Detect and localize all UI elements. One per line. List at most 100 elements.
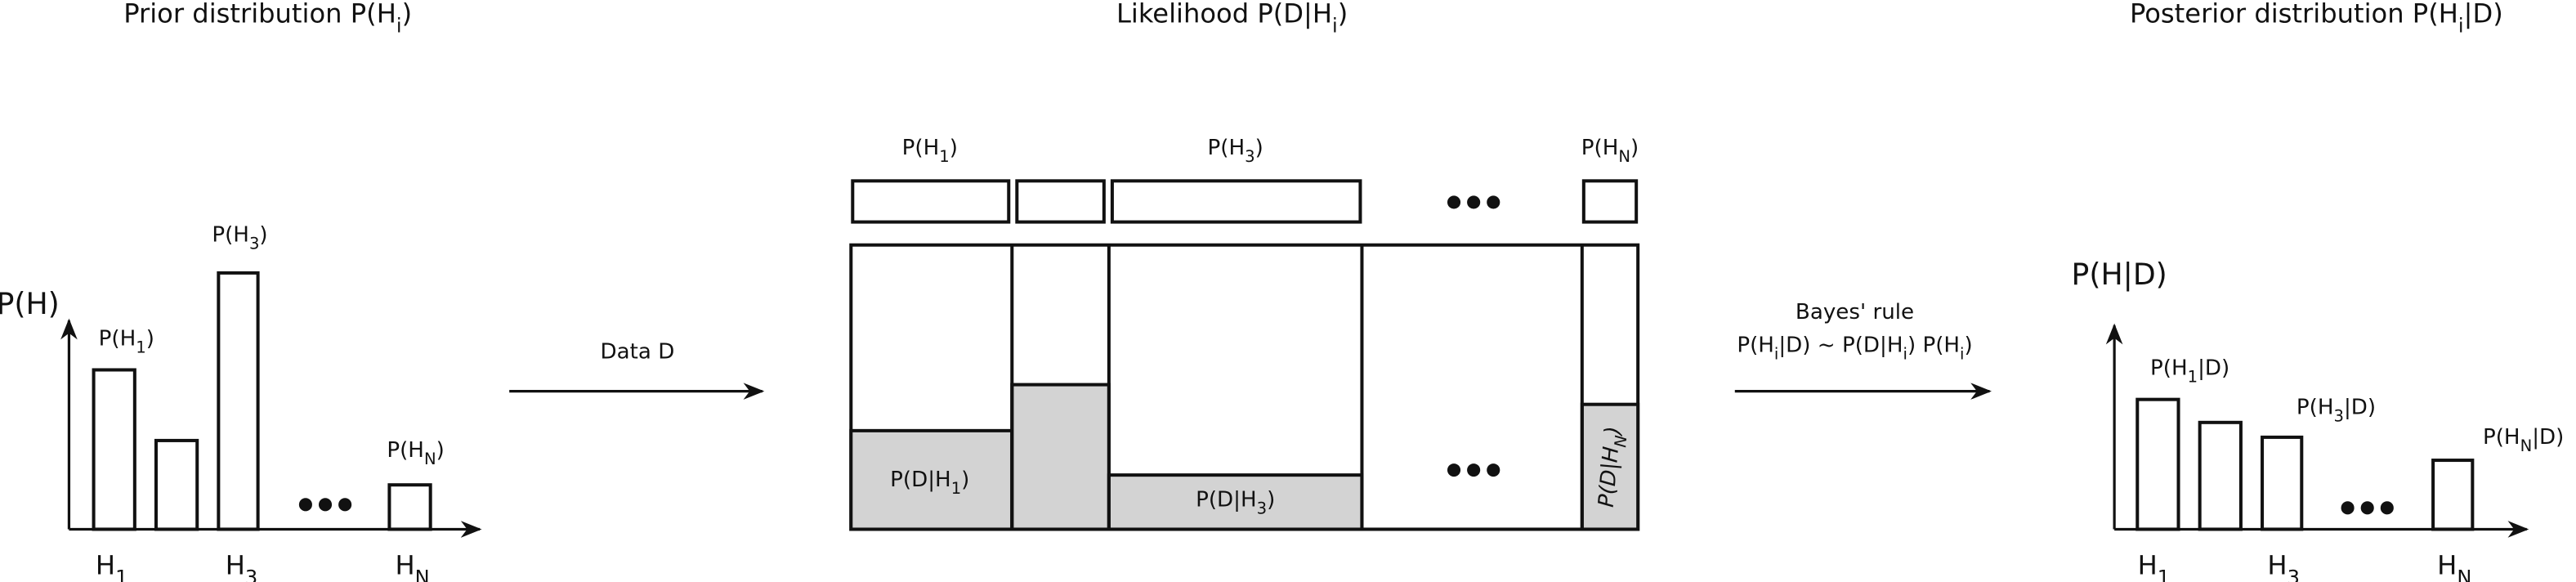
ellipsis (1447, 463, 1500, 477)
dot (1447, 463, 1461, 477)
bar-label: P(H1) (99, 326, 154, 357)
prior-bar (92, 368, 136, 531)
subscript: N (424, 450, 436, 468)
arrow-label: Data D (601, 339, 675, 364)
dot (1467, 463, 1481, 477)
dot (2380, 501, 2394, 515)
subscript: i (396, 14, 402, 37)
x-label: H3 (2267, 550, 2300, 582)
subscript: 1 (136, 338, 145, 356)
subscript: 3 (245, 566, 257, 582)
x-label: H1 (2138, 550, 2171, 582)
subscript: 1 (951, 479, 961, 498)
text-part: ) (1630, 136, 1639, 160)
text-part: P(H (2296, 395, 2334, 419)
text-part: H (395, 550, 414, 581)
ellipsis (2341, 501, 2394, 515)
dot (2360, 501, 2374, 515)
prior-box (1581, 179, 1639, 224)
bar-label: P(H3) (212, 222, 267, 253)
subscript: N (2520, 437, 2533, 455)
likelihood-fill (1010, 383, 1111, 531)
column-label: P(HN) (1581, 136, 1639, 167)
posterior-bar (2198, 420, 2243, 531)
prior-box (1110, 179, 1362, 224)
bar-label: P(HN) (387, 437, 444, 468)
text-part: Posterior distribution P(H (2130, 0, 2458, 29)
subscript: i (1960, 344, 1964, 363)
text-part: P(H (1581, 136, 1619, 160)
column-label: P(H1) (902, 136, 958, 167)
dot (2341, 501, 2355, 515)
subscript: i (1332, 14, 1338, 37)
bar-label: P(HN|D) (2483, 424, 2564, 455)
text-part: ) (1255, 136, 1263, 160)
text-part: H (2138, 550, 2158, 581)
x-label: H3 (226, 550, 258, 582)
text-part: ) P(H (1907, 333, 1960, 357)
text-part: H (226, 550, 245, 581)
column-label: P(H3) (1208, 136, 1263, 167)
subscript: i (2458, 14, 2464, 37)
posterior-title: Posterior distribution P(Hi|D) (2130, 0, 2503, 37)
text-part: Likelihood P(D|H (1116, 0, 1332, 29)
text-part: |D) (2532, 424, 2564, 449)
subscript: 1 (939, 147, 949, 166)
text-part: ) (436, 437, 445, 462)
likelihood-fill (1107, 473, 1364, 531)
subscript: 3 (2288, 566, 2300, 582)
arrow-label: P(Hi|D) ~ P(D|Hi) P(Hi) (1737, 333, 1972, 364)
arrow-label: Bayes' rule (1796, 300, 1914, 325)
subscript: 1 (115, 566, 127, 582)
subscript: 3 (1245, 147, 1254, 166)
text-part: ) (146, 326, 154, 351)
text-part: P(H) (0, 286, 60, 321)
subscript: 3 (249, 235, 259, 253)
prior-axis-label: P(H) (0, 286, 60, 321)
prior-title: Prior distribution P(Hi) (123, 0, 412, 37)
dot (1447, 195, 1461, 209)
dot (318, 498, 333, 512)
prior-bar (387, 483, 432, 531)
text-part: Data D (601, 339, 675, 364)
dot (1487, 463, 1500, 477)
text-part: |D) (2344, 395, 2376, 419)
text-part: ) (402, 0, 413, 29)
subscript: N (1611, 434, 1630, 448)
text-part: P(H (1737, 333, 1774, 357)
text-part: P(H (1208, 136, 1246, 160)
subscript: N (415, 566, 430, 582)
bar-label: P(H3|D) (2296, 395, 2376, 426)
subscript: 1 (2188, 367, 2198, 386)
text-part: H (96, 550, 115, 581)
subscript: 3 (1257, 499, 1267, 517)
text-part: P(D|H (1594, 445, 1623, 508)
text-part: P(H (2483, 424, 2520, 449)
text-part: ) (950, 136, 958, 160)
text-part: H (2437, 550, 2457, 581)
text-part: P(D|H (1196, 487, 1257, 512)
text-part: Prior distribution P(H (123, 0, 396, 29)
text-part: ) (961, 468, 969, 492)
subscript: 3 (2334, 407, 2344, 426)
subscript: i (1903, 344, 1907, 363)
posterior-axis-label: P(H|D) (2072, 257, 2167, 292)
dot (1487, 195, 1500, 209)
text-part: ) (1338, 0, 1348, 29)
subscript: N (2457, 566, 2471, 582)
text-part: ) (1267, 487, 1275, 512)
text-part: ) (1965, 333, 1973, 357)
prior-bar (154, 438, 199, 531)
dot (338, 498, 352, 512)
text-part: P(H (99, 326, 136, 351)
prior-box (1015, 179, 1106, 224)
posterior-bar (2135, 397, 2180, 531)
text-part: |D) (2464, 0, 2503, 29)
subscript: i (1774, 344, 1778, 363)
likelihood-fill (1580, 402, 1640, 531)
posterior-bar (2431, 459, 2475, 531)
dot (298, 498, 312, 512)
x-label: HN (2437, 550, 2471, 582)
text-part: H (2267, 550, 2287, 581)
